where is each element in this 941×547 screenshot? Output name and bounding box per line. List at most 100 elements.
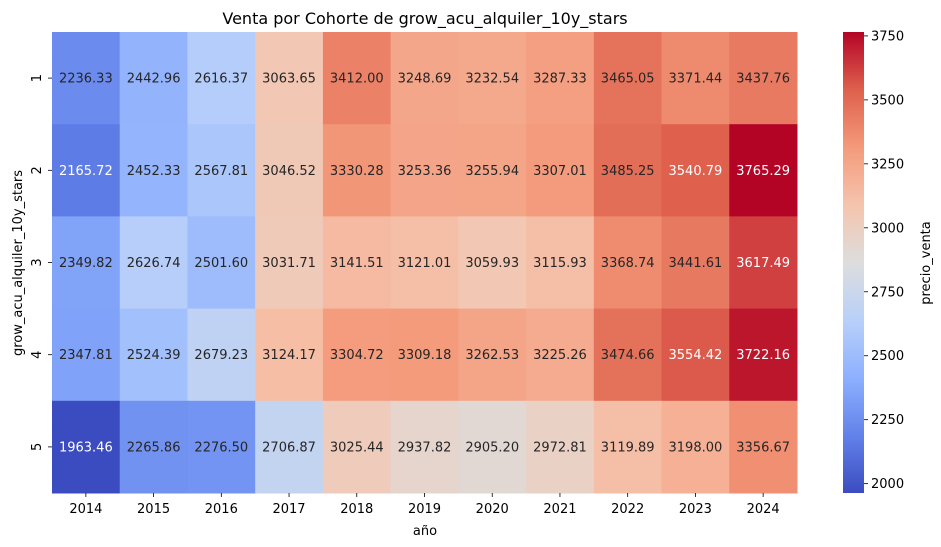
heatmap-cell bbox=[593, 124, 663, 217]
heatmap-cell bbox=[458, 124, 527, 217]
heatmap-cell bbox=[52, 32, 121, 125]
colorbar-gradient bbox=[843, 32, 864, 493]
cell-value-label: 3063.65 bbox=[262, 72, 316, 87]
cell-value-label: 3031.71 bbox=[262, 256, 316, 271]
cell-value-label: 2972.81 bbox=[533, 440, 587, 455]
heatmap-cell bbox=[526, 32, 595, 125]
heatmap-cell bbox=[526, 400, 595, 494]
cell-value-label: 3309.18 bbox=[398, 348, 452, 363]
heatmap-cell bbox=[390, 32, 459, 125]
cell-value-label: 3554.42 bbox=[669, 348, 723, 363]
heatmap-cell bbox=[729, 308, 798, 402]
heatmap-cell bbox=[119, 308, 188, 402]
cell-value-label: 2679.23 bbox=[194, 348, 248, 363]
heatmap-cell bbox=[729, 400, 798, 494]
heatmap-cell bbox=[52, 124, 121, 217]
heatmap-cell bbox=[458, 308, 527, 402]
cell-value-label: 3412.00 bbox=[330, 72, 384, 87]
colorbar-tick-label: 3500 bbox=[871, 93, 904, 108]
x-axis-label: año bbox=[413, 524, 437, 539]
cell-value-label: 3119.89 bbox=[601, 440, 655, 455]
y-tick-label: 3 bbox=[30, 258, 45, 266]
heatmap-cell bbox=[593, 308, 663, 402]
heatmap-cell bbox=[390, 216, 459, 310]
heatmap-cell bbox=[390, 308, 459, 402]
cell-value-label: 2616.37 bbox=[194, 72, 248, 87]
heatmap-cell bbox=[187, 308, 256, 402]
cell-value-label: 3307.01 bbox=[533, 164, 587, 179]
cell-value-label: 2567.81 bbox=[194, 164, 248, 179]
colorbar: 2000 2250 2500 2750 3000 3250 3500 3750 bbox=[843, 29, 904, 493]
cell-value-label: 3124.17 bbox=[262, 348, 316, 363]
heatmap-cell bbox=[526, 216, 595, 310]
heatmap-cell bbox=[255, 400, 324, 494]
heatmap-cell bbox=[322, 308, 392, 402]
heatmap-cell bbox=[593, 32, 663, 125]
cell-value-label: 3540.79 bbox=[669, 164, 723, 179]
heatmap-cell bbox=[187, 124, 256, 217]
cell-value-label: 3046.52 bbox=[262, 164, 316, 179]
heatmap-cell bbox=[255, 32, 324, 125]
cell-value-label: 3371.44 bbox=[669, 72, 723, 87]
cell-value-label: 2452.33 bbox=[127, 164, 181, 179]
heatmap-cell bbox=[526, 124, 595, 217]
cell-value-label: 3368.74 bbox=[601, 256, 655, 271]
heatmap-cell bbox=[729, 124, 798, 217]
heatmap-cell bbox=[255, 124, 324, 217]
heatmap-cell bbox=[593, 400, 663, 494]
cell-value-label: 3255.94 bbox=[465, 164, 519, 179]
cell-value-label: 3485.25 bbox=[601, 164, 655, 179]
y-tick-label: 4 bbox=[30, 351, 45, 359]
heatmap-cell bbox=[322, 124, 392, 217]
cell-value-label: 2349.82 bbox=[59, 256, 113, 271]
colorbar-tick-label: 3750 bbox=[871, 29, 904, 44]
heatmap-cell bbox=[390, 400, 459, 494]
colorbar-tick-label: 3000 bbox=[871, 221, 904, 236]
cell-value-label: 3356.67 bbox=[736, 440, 790, 455]
heatmap-cell bbox=[729, 32, 798, 125]
cell-value-label: 3121.01 bbox=[398, 256, 452, 271]
heatmap-cell bbox=[255, 308, 324, 402]
cell-value-label: 3141.51 bbox=[330, 256, 384, 271]
x-tick-label: 2015 bbox=[137, 502, 170, 517]
colorbar-label: precio_venta bbox=[919, 221, 934, 305]
heatmap-cell bbox=[661, 400, 730, 494]
heatmap-cell bbox=[322, 216, 392, 310]
heatmap-cell bbox=[187, 400, 256, 494]
heatmap-cell bbox=[661, 216, 730, 310]
colorbar-tick-label: 3250 bbox=[871, 157, 904, 172]
cell-value-label: 2442.96 bbox=[127, 72, 181, 87]
cell-value-label: 2626.74 bbox=[127, 256, 181, 271]
heatmap-cell bbox=[661, 32, 730, 125]
x-axis-ticks: 2014 2015 2016 2017 2018 2019 2020 2021 2022 2023… bbox=[69, 493, 780, 517]
heatmap-cell bbox=[187, 32, 256, 125]
x-tick-label: 2020 bbox=[476, 502, 509, 517]
cell-value-label: 3441.61 bbox=[669, 256, 723, 271]
heatmap-cell bbox=[52, 400, 121, 494]
heatmap-cell bbox=[729, 216, 798, 310]
cell-value-label: 3617.49 bbox=[736, 256, 790, 271]
cell-value-label: 2265.86 bbox=[127, 440, 181, 455]
cell-value-label: 3287.33 bbox=[533, 72, 587, 87]
x-tick-label: 2024 bbox=[747, 502, 780, 517]
cell-value-label: 3474.66 bbox=[601, 348, 655, 363]
y-tick-label: 2 bbox=[30, 166, 45, 174]
cell-value-label: 3225.26 bbox=[533, 348, 587, 363]
x-tick-label: 2018 bbox=[340, 502, 373, 517]
cell-value-label: 3025.44 bbox=[330, 440, 384, 455]
cell-value-label: 2905.20 bbox=[465, 440, 519, 455]
heatmap-cell bbox=[119, 400, 188, 494]
cell-value-label: 3253.36 bbox=[398, 164, 452, 179]
cell-value-label: 2165.72 bbox=[59, 164, 113, 179]
heatmap-cell bbox=[322, 400, 392, 494]
chart-title: Venta por Cohorte de grow_acu_alquiler_1… bbox=[222, 9, 627, 29]
heatmap-cell bbox=[661, 308, 730, 402]
cell-value-label: 3722.16 bbox=[736, 348, 790, 363]
cell-value-label: 2276.50 bbox=[194, 440, 248, 455]
cell-value-label: 1963.46 bbox=[59, 440, 113, 455]
y-axis-label: grow_acu_alquiler_10y_stars bbox=[11, 170, 26, 356]
heatmap-cell bbox=[52, 308, 121, 402]
heatmap-cell bbox=[661, 124, 730, 217]
colorbar-tick-label: 2250 bbox=[871, 413, 904, 428]
heatmap-cell bbox=[255, 216, 324, 310]
